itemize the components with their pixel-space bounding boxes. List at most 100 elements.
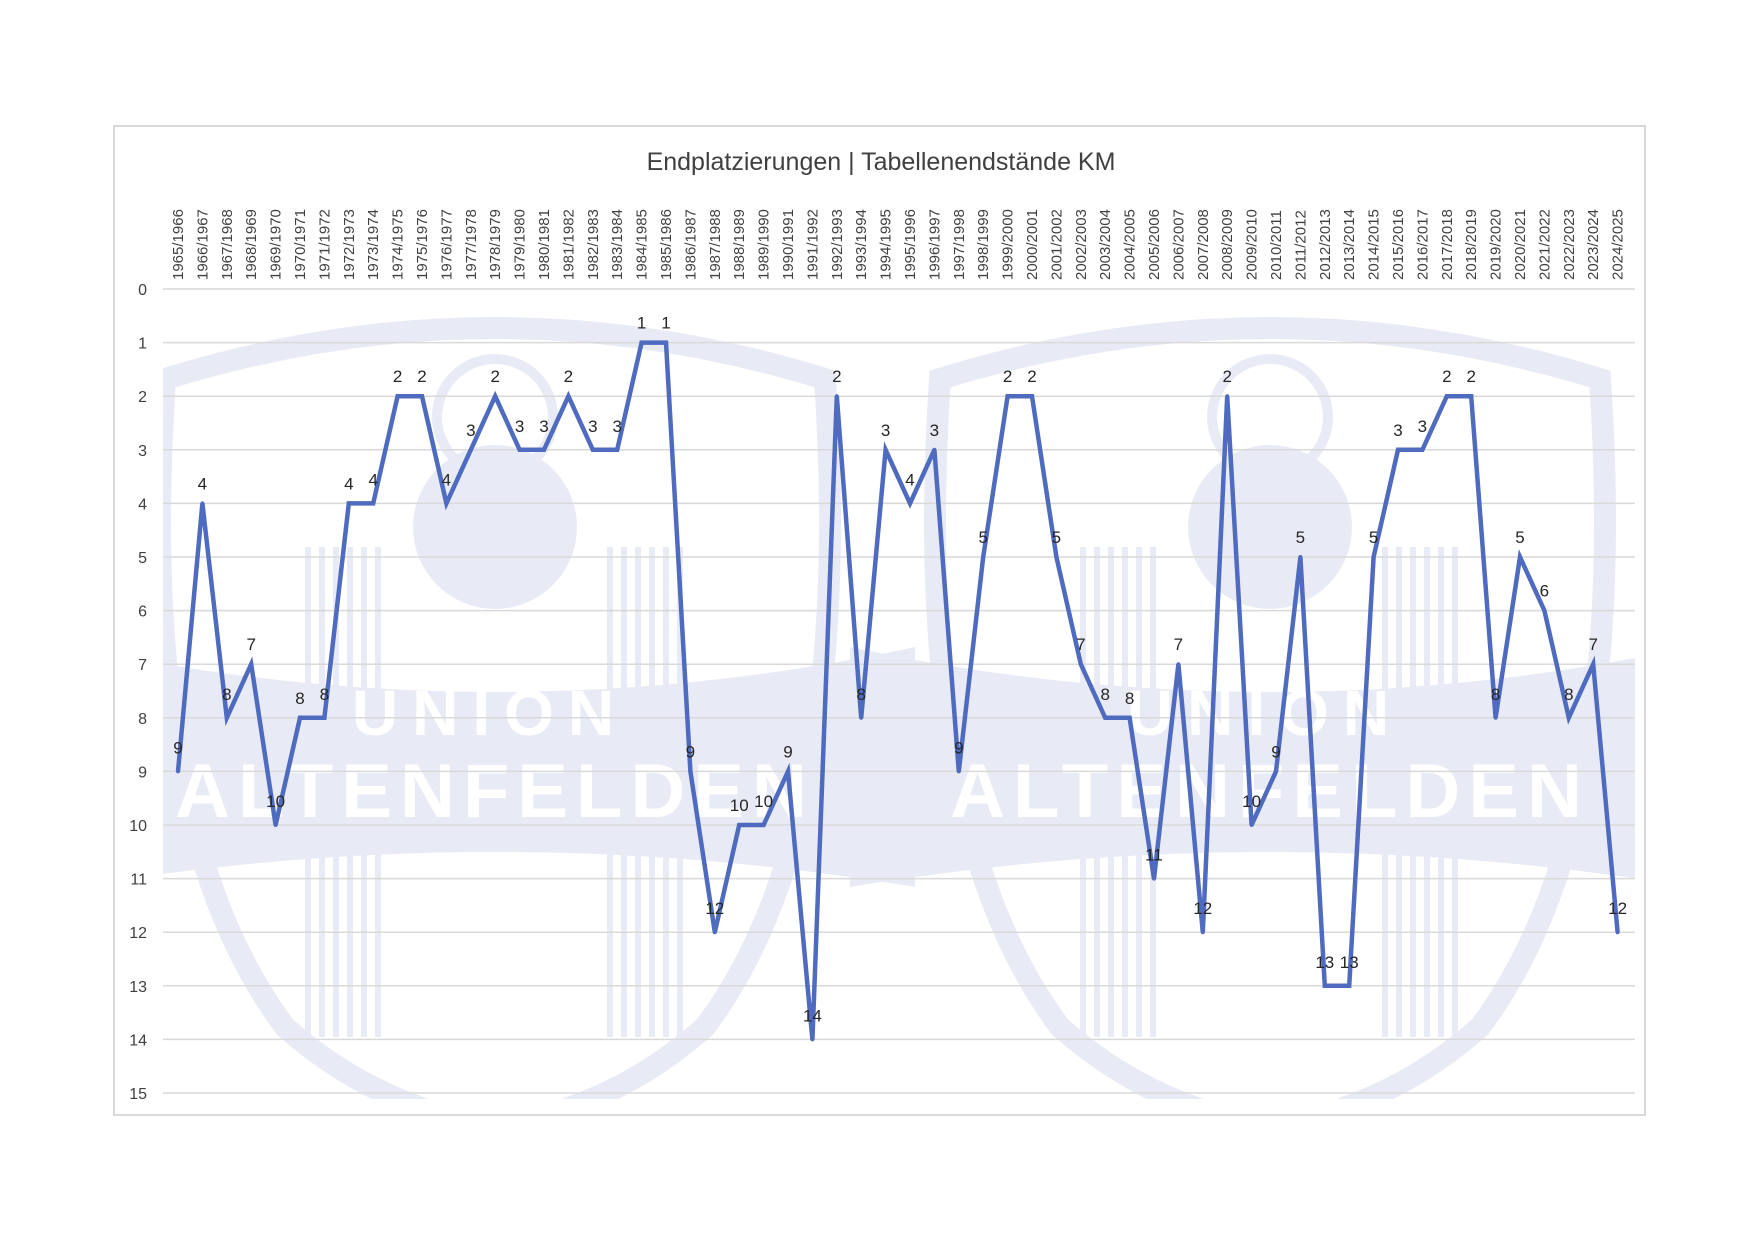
data-label: 2 <box>1442 367 1451 386</box>
x-tick-label: 2015/2016 <box>1390 209 1407 280</box>
data-point <box>1518 555 1522 559</box>
watermark-word-top: UNION <box>352 677 628 749</box>
y-tick-label: 13 <box>129 979 147 996</box>
x-tick-label: 1985/1986 <box>658 209 675 280</box>
data-point <box>1225 394 1230 399</box>
x-tick-label: 1992/1993 <box>829 209 846 280</box>
data-label: 9 <box>1271 742 1280 761</box>
y-tick-label: 2 <box>138 389 147 406</box>
x-tick-label: 1970/1971 <box>292 209 309 280</box>
data-point <box>786 769 790 774</box>
data-point <box>1591 662 1596 667</box>
data-label: 12 <box>1193 899 1212 918</box>
data-point <box>1127 715 1132 720</box>
y-tick-label: 5 <box>138 550 147 567</box>
x-tick-label: 1987/1988 <box>707 209 724 280</box>
data-label: 3 <box>1418 417 1427 436</box>
x-tick-label: 1975/1976 <box>414 209 431 280</box>
data-label: 13 <box>1315 953 1334 972</box>
data-point <box>1152 876 1156 881</box>
data-label: 13 <box>1340 953 1359 972</box>
x-tick-label: 2002/2003 <box>1073 209 1090 280</box>
data-point <box>1396 447 1400 452</box>
data-point <box>1200 930 1205 935</box>
x-tick-label: 2019/2020 <box>1488 209 1505 280</box>
data-point <box>322 715 327 720</box>
data-label: 10 <box>1242 792 1261 811</box>
data-point <box>1298 555 1303 559</box>
data-point <box>664 340 668 345</box>
x-tick-label: 1988/1989 <box>731 209 748 280</box>
x-tick-label: 1995/1996 <box>902 209 919 280</box>
data-label: 2 <box>1027 367 1036 386</box>
data-label: 2 <box>1222 367 1231 386</box>
x-tick-label: 2022/2023 <box>1561 209 1578 280</box>
data-point <box>176 769 180 774</box>
data-label: 8 <box>1125 689 1134 708</box>
data-point <box>615 447 620 452</box>
x-tick-label: 2023/2024 <box>1585 209 1602 280</box>
data-label: 5 <box>978 528 987 547</box>
data-point <box>1103 715 1108 720</box>
data-label: 10 <box>266 792 285 811</box>
x-tick-label: 1986/1987 <box>682 209 699 280</box>
data-label: 12 <box>705 899 724 918</box>
x-tick-label: 1981/1982 <box>560 209 577 280</box>
x-tick-label: 1984/1985 <box>634 209 651 280</box>
data-point <box>737 823 742 827</box>
data-label: 4 <box>198 474 207 493</box>
data-label: 4 <box>905 470 914 489</box>
watermark-word-bottom: ALTENFELDEN <box>175 749 815 834</box>
data-point <box>1615 930 1620 935</box>
data-label: 7 <box>1174 635 1183 654</box>
data-label: 8 <box>320 685 329 704</box>
series-line <box>175 340 1620 1042</box>
x-tick-label: 1989/1990 <box>756 209 773 280</box>
data-label: 10 <box>754 792 773 811</box>
data-point <box>1347 983 1352 988</box>
data-label: 4 <box>344 474 353 493</box>
data-point <box>200 501 205 506</box>
x-tick-label: 1965/1966 <box>170 209 187 280</box>
y-tick-label: 12 <box>129 925 147 942</box>
x-tick-label: 2017/2018 <box>1439 209 1456 280</box>
data-label: 1 <box>637 314 646 333</box>
x-tick-label: 1968/1969 <box>243 209 260 280</box>
y-tick-label: 15 <box>129 1086 147 1103</box>
data-point <box>1469 394 1474 399</box>
data-label: 3 <box>588 417 597 436</box>
x-tick-label: 2018/2019 <box>1463 209 1480 280</box>
data-point <box>1005 394 1010 399</box>
series-polyline <box>175 340 1620 1040</box>
data-point <box>566 394 571 399</box>
x-tick-label: 1966/1967 <box>194 209 211 280</box>
x-tick-label: 2011/2012 <box>1292 210 1309 280</box>
x-tick-label: 1978/1979 <box>487 209 504 280</box>
x-tick-label: 2000/2001 <box>1024 209 1041 280</box>
x-tick-label: 2006/2007 <box>1170 209 1187 280</box>
x-tick-label: 1971/1972 <box>316 209 333 280</box>
data-label: 5 <box>1296 528 1305 547</box>
data-point <box>298 715 302 720</box>
data-label: 11 <box>1145 846 1163 865</box>
data-label: 14 <box>803 1006 822 1025</box>
data-point <box>1274 769 1278 774</box>
x-tick-label: 1980/1981 <box>536 209 553 280</box>
x-tick-label: 2007/2008 <box>1195 209 1212 280</box>
x-tick-label: 1991/1992 <box>804 209 821 280</box>
data-label: 9 <box>954 738 963 757</box>
data-point <box>883 447 888 452</box>
data-point <box>1566 715 1571 720</box>
data-label: 5 <box>1369 528 1378 547</box>
x-tick-label: 2009/2010 <box>1244 209 1261 280</box>
grid-lines <box>163 288 1635 1094</box>
data-label: 5 <box>1515 528 1524 547</box>
data-point <box>420 394 424 399</box>
x-tick-label: 1967/1968 <box>219 209 236 280</box>
y-tick-label: 10 <box>129 818 147 835</box>
